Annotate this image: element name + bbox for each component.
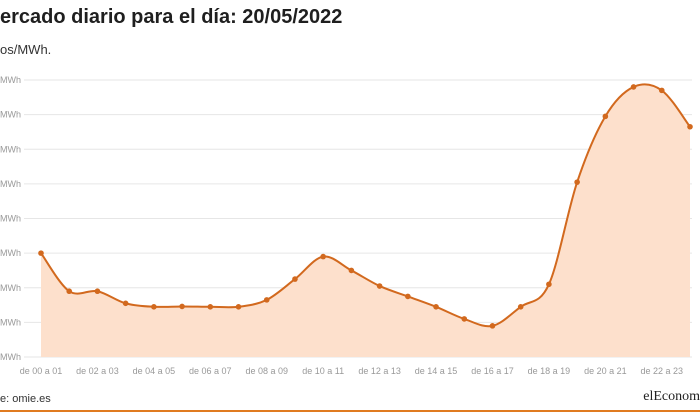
x-tick-label: de 04 a 05 bbox=[133, 366, 176, 376]
data-point bbox=[574, 179, 580, 185]
data-point bbox=[546, 281, 552, 288]
data-point bbox=[687, 123, 693, 130]
data-point bbox=[517, 303, 524, 310]
chart-title: ercado diario para el día: 20/05/2022 bbox=[0, 6, 343, 28]
bottom-rule bbox=[0, 410, 700, 412]
y-tick-label: MWh bbox=[0, 283, 21, 293]
x-tick-label: de 12 a 13 bbox=[358, 366, 401, 376]
y-tick-label: MWh bbox=[0, 110, 21, 120]
x-tick-label: de 08 a 09 bbox=[245, 366, 288, 376]
x-tick-label: de 06 a 07 bbox=[189, 366, 232, 376]
data-point bbox=[489, 323, 496, 329]
data-point bbox=[292, 276, 298, 282]
data-point bbox=[658, 87, 665, 94]
data-point bbox=[602, 113, 609, 120]
data-point bbox=[179, 303, 185, 310]
x-tick-label: de 22 a 23 bbox=[641, 366, 684, 376]
y-tick-label: MWh bbox=[0, 248, 21, 258]
x-tick-label: de 18 a 19 bbox=[528, 366, 571, 376]
y-tick-label: MWh bbox=[0, 317, 21, 327]
data-point bbox=[151, 303, 157, 310]
data-point bbox=[433, 303, 439, 310]
x-tick-label: de 14 a 15 bbox=[415, 366, 458, 376]
data-point bbox=[630, 84, 637, 90]
series-area bbox=[41, 84, 690, 357]
source-note: e: omie.es bbox=[0, 393, 51, 405]
chart-subtitle: os/MWh. bbox=[0, 42, 52, 57]
y-tick-label: MWh bbox=[0, 144, 21, 154]
y-tick-label: MWh bbox=[0, 75, 21, 85]
x-tick-label: de 20 a 21 bbox=[584, 366, 627, 376]
data-point bbox=[38, 250, 44, 256]
x-tick-label: de 00 a 01 bbox=[20, 366, 63, 376]
data-point bbox=[94, 288, 101, 295]
x-tick-label: de 02 a 03 bbox=[76, 366, 119, 376]
x-tick-label: de 10 a 11 bbox=[302, 366, 344, 376]
data-point bbox=[405, 293, 411, 300]
data-point bbox=[122, 300, 129, 307]
y-tick-label: MWh bbox=[0, 179, 21, 189]
data-point bbox=[66, 288, 73, 295]
data-point bbox=[263, 297, 270, 303]
data-point bbox=[348, 267, 355, 274]
data-point bbox=[461, 316, 468, 322]
data-point bbox=[207, 303, 214, 310]
brand-logo: elEconom bbox=[643, 389, 700, 404]
data-point bbox=[376, 283, 383, 289]
y-tick-label: MWh bbox=[0, 352, 21, 362]
data-point bbox=[235, 303, 242, 310]
data-point bbox=[320, 253, 326, 260]
x-tick-label: de 16 a 17 bbox=[471, 366, 514, 376]
y-tick-label: MWh bbox=[0, 214, 21, 224]
